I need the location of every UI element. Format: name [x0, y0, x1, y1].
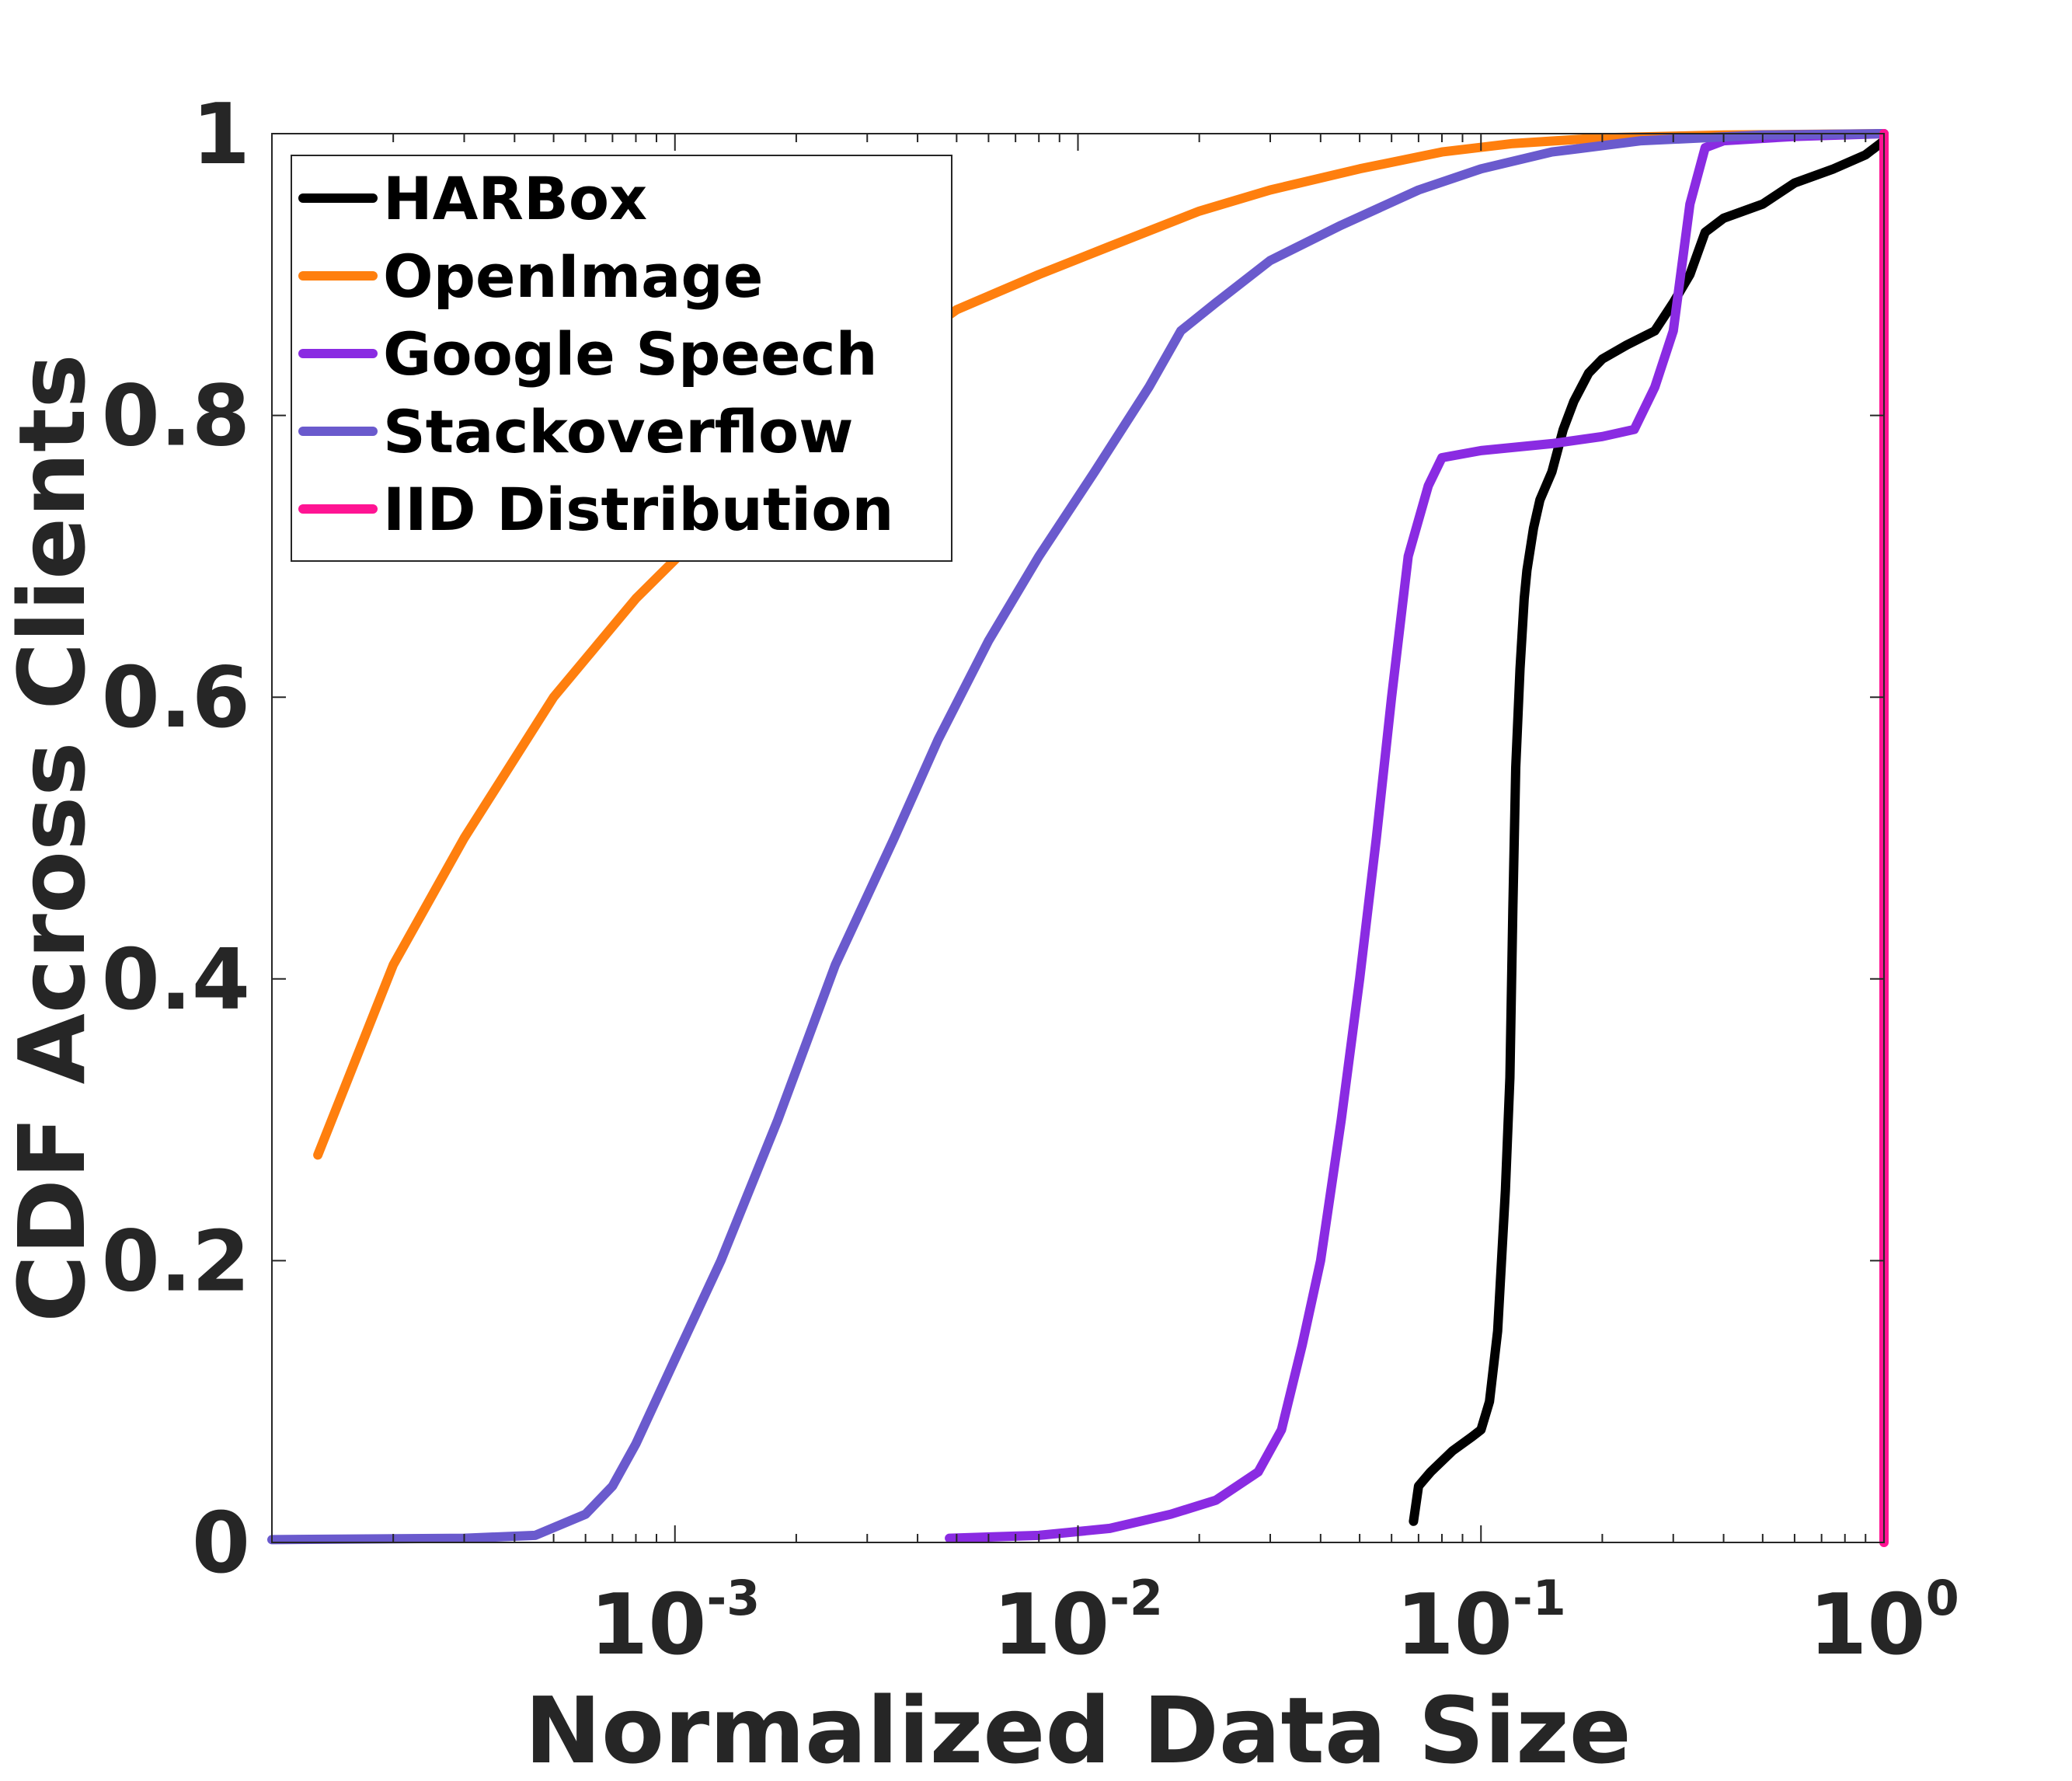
series-line-stackoverflow: [267, 129, 1889, 1545]
x-tick-label-base: 10: [590, 1577, 706, 1674]
legend-entry: OpenImage: [383, 242, 763, 311]
y-tick-label: 0.8: [102, 368, 250, 465]
x-tick-label-exponent: -1: [1513, 1570, 1566, 1626]
x-tick-label-exponent: -2: [1109, 1570, 1163, 1626]
ticks: [272, 133, 1885, 1543]
legend-entry: Google Speech: [383, 319, 878, 389]
x-tick-label: 10-1: [1396, 1570, 1566, 1674]
series-line-harbox: [1409, 136, 1889, 1526]
x-tick-label-base: 10: [993, 1577, 1109, 1674]
legend-entry: HARBox: [383, 164, 647, 233]
x-tick-label: 10-2: [993, 1570, 1163, 1674]
x-tick-label: 100: [1809, 1570, 1959, 1674]
series-line-openimage: [313, 129, 1889, 1160]
y-tick-label: 0.6: [102, 650, 250, 747]
x-tick-label-base: 10: [1809, 1577, 1925, 1674]
legend-entry: IID Distribution: [383, 475, 894, 544]
x-tick-label: 10-3: [590, 1570, 760, 1674]
series-line-google-speech: [945, 129, 1889, 1543]
y-tick-label: 0.2: [102, 1213, 250, 1310]
x-axis-label: Normalized Data Size: [524, 1677, 1631, 1781]
x-tick-label-base: 10: [1396, 1577, 1513, 1674]
legend-entry: Stackoverflow: [383, 397, 853, 466]
x-tick-label-exponent: -3: [706, 1570, 760, 1626]
legend: HARBox OpenImage Google Speech Stackoverflo…: [291, 155, 952, 562]
y-axis-label: CDF Across Clients: [0, 354, 106, 1323]
y-tick-label: 1: [192, 86, 250, 183]
y-tick-label: 0: [192, 1495, 250, 1592]
y-tick-label: 0.4: [102, 932, 250, 1029]
x-tick-label-exponent: 0: [1926, 1570, 1959, 1626]
legend-box: [291, 155, 952, 562]
